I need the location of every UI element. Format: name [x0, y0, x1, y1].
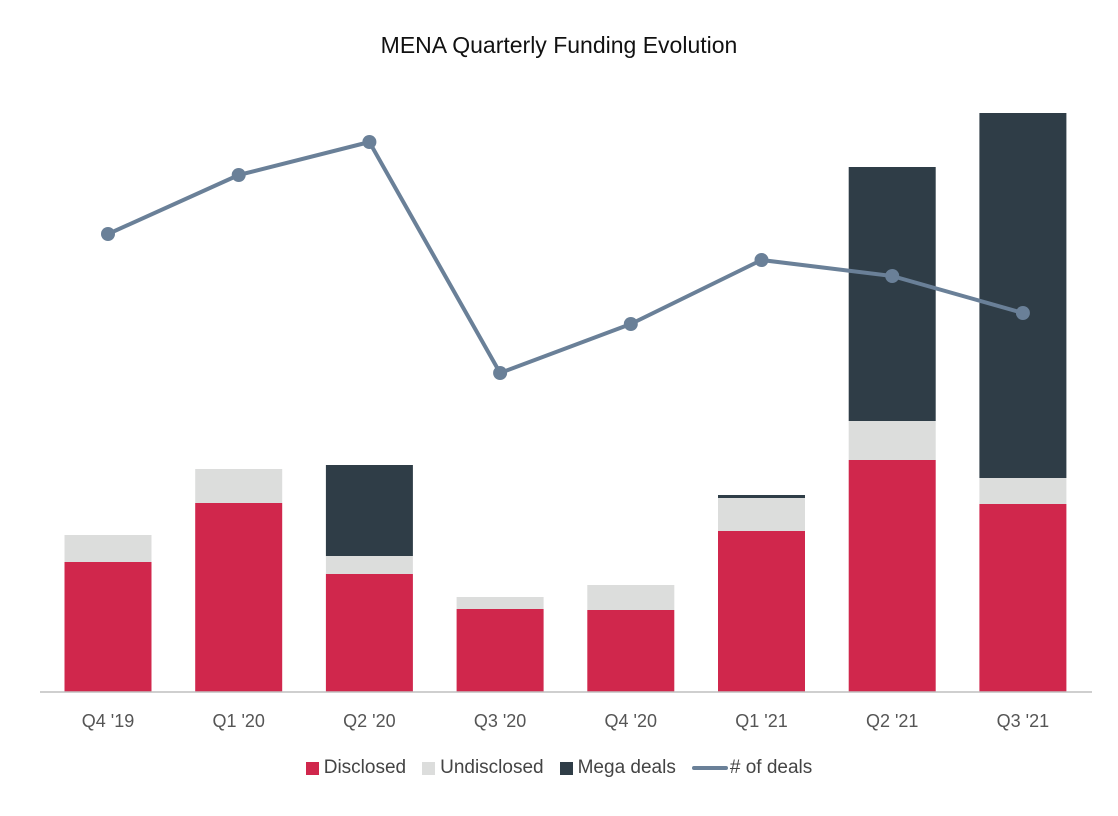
legend-label-undisclosed: Undisclosed	[440, 757, 544, 778]
x-tick-label: Q1 '21	[735, 711, 787, 731]
deals-point-2	[362, 135, 377, 149]
deals-point-7	[1015, 306, 1030, 320]
deals-point-4	[623, 317, 638, 331]
x-tick-label: Q1 '20	[212, 711, 264, 731]
deals-line	[107, 140, 1024, 375]
legend-label-deals-count: # of deals	[729, 757, 813, 778]
deals-point-0	[101, 227, 115, 241]
x-tick-label: Q3 '20	[474, 711, 526, 731]
chart-plot: Q4 '19 Q1 '20 Q2 '20 Q3 '20 Q4 '20 Q1 '21 Q2 '…	[40, 113, 1092, 731]
bar-undisclosed-7	[979, 478, 1067, 504]
x-tick-label: Q2 '20	[343, 711, 395, 731]
deals-point-5	[754, 253, 769, 267]
bar-undisclosed-6	[848, 421, 936, 460]
bar-undisclosed-5	[718, 498, 805, 531]
bar-undisclosed-3	[456, 597, 544, 609]
bar-mega-deals-6	[848, 167, 936, 421]
bar-undisclosed-4	[587, 585, 675, 610]
legend-item-disclosed: Disclosed	[305, 757, 407, 779]
legend-swatch-undisclosed	[422, 761, 436, 775]
bar-disclosed-2	[325, 574, 413, 692]
chart-title: MENA Quarterly Funding Evolution	[380, 32, 738, 58]
legend-label-mega-deals: Mega deals	[577, 757, 676, 778]
bar-undisclosed-0	[64, 535, 152, 562]
deals-point-1	[231, 168, 246, 182]
bar-disclosed-0	[64, 562, 152, 692]
bar-disclosed-7	[979, 504, 1067, 692]
bar-mega-deals-2	[325, 465, 413, 556]
deals-point-3	[493, 366, 508, 380]
bar-undisclosed-1	[195, 469, 283, 503]
legend-swatch-deals-count	[691, 766, 728, 770]
bar-mega-deals-7	[979, 113, 1067, 478]
bar-undisclosed-2	[325, 556, 413, 574]
bar-mega-deals-5	[718, 495, 805, 498]
deals-point-6	[885, 269, 900, 283]
legend-swatch-mega-deals	[559, 761, 573, 775]
x-tick-label: Q2 '21	[866, 711, 918, 731]
x-tick-label: Q3 '21	[997, 711, 1049, 731]
legend-item-undisclosed: Undisclosed	[422, 757, 544, 779]
bar-disclosed-4	[587, 610, 675, 692]
legend-item-mega-deals: Mega deals	[559, 757, 676, 779]
bar-disclosed-5	[718, 531, 805, 692]
bar-disclosed-3	[456, 609, 544, 692]
legend-item-deals-count: # of deals	[691, 757, 813, 779]
bar-disclosed-6	[848, 460, 936, 692]
legend: Disclosed Undisclosed Mega deals # of de…	[0, 757, 1118, 779]
x-tick-label: Q4 '19	[82, 711, 134, 731]
bar-disclosed-1	[195, 503, 283, 692]
x-tick-label: Q4 '20	[605, 711, 657, 731]
legend-label-disclosed: Disclosed	[323, 757, 407, 778]
legend-swatch-disclosed	[305, 761, 319, 775]
